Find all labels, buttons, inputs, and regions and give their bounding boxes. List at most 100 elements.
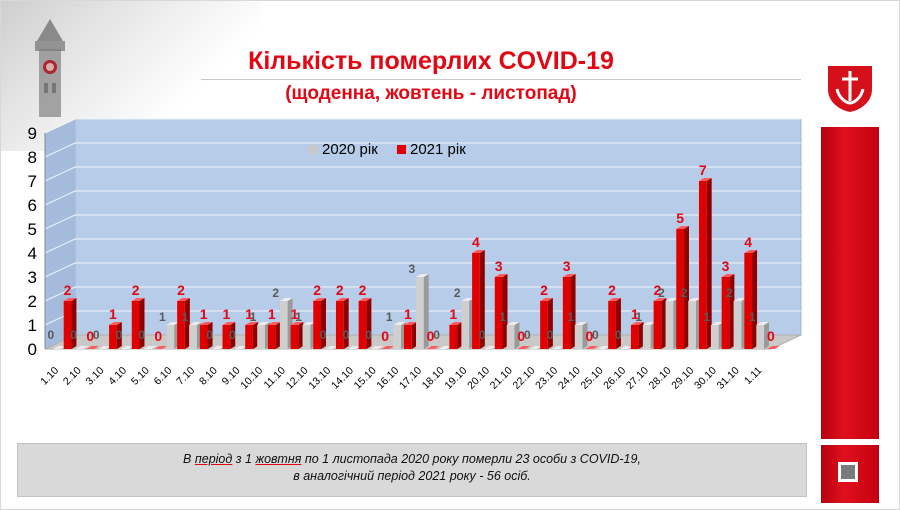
- gridline: [44, 262, 801, 278]
- series-2020-bar: [506, 325, 515, 349]
- series-2020-bar-top: [370, 346, 384, 349]
- series-2020-bar-top: [279, 298, 293, 301]
- series-2021-bar-top: [63, 298, 77, 301]
- y-tick-label: 3: [28, 268, 37, 287]
- x-tick-label: 11.10: [261, 365, 288, 392]
- x-tick-label: 17.10: [397, 365, 424, 392]
- series-2020-bar: [416, 277, 424, 349]
- data-label-2021: 1: [245, 306, 253, 322]
- series-2021-bar-side: [661, 298, 667, 349]
- series-2020-bar: [574, 325, 583, 349]
- series-2020-bar: [688, 301, 696, 349]
- series-2020-bar-top: [710, 322, 724, 325]
- series-2020-bar-top: [484, 346, 497, 349]
- series-2021-bar-top: [426, 346, 440, 349]
- series-2021-bar-top: [131, 298, 145, 301]
- x-tick-label: 27.10: [624, 365, 651, 392]
- series-2021-bar-side: [457, 322, 463, 349]
- summary-line-1: В період з 1 жовтня по 1 листопада 2020 …: [18, 452, 806, 466]
- series-2021-bar-side: [298, 322, 304, 349]
- series-2021-bar-top: [653, 298, 667, 301]
- series-2021-bar: [313, 301, 321, 349]
- legend-swatch-2020: [309, 145, 318, 154]
- series-2020-bar: [642, 325, 651, 349]
- series-2021-bar-top: [744, 250, 758, 253]
- series-2020-bar: [733, 301, 742, 349]
- y-tick-label: 2: [28, 292, 37, 311]
- data-label-2020: 0: [138, 328, 145, 342]
- data-label-2021: 2: [177, 282, 185, 298]
- series-2021-bar: [335, 301, 344, 349]
- series-2021-bar-side: [502, 274, 508, 349]
- series-2020-bar-top: [574, 322, 588, 325]
- series-2021-bar: [63, 301, 72, 349]
- data-label-2020: 1: [499, 310, 506, 324]
- data-label-2020: 1: [182, 310, 189, 324]
- data-label-2020: 1: [250, 310, 257, 324]
- series-2020-bar: [710, 325, 719, 349]
- series-2021-bar-top: [199, 322, 213, 325]
- stop-icon[interactable]: [838, 462, 858, 482]
- deaths-chart: 0 1 2 3 4 5 6 7 8 9 0 2 1.10 0 0 2.10 0 1 3.10 0 2 4.10 0 0 5.10…: [1, 109, 821, 401]
- slide-subtitle: (щоденна, жовтень - листопад): [285, 83, 577, 104]
- series-2021-bar-top: [267, 322, 281, 325]
- series-2021-bar-side: [411, 322, 417, 349]
- data-label-2021: 2: [132, 282, 140, 298]
- data-label-2020: 2: [658, 286, 665, 300]
- data-label-2020: 1: [295, 310, 302, 324]
- data-label-2021: 1: [404, 306, 412, 322]
- data-label-2020: 1: [567, 310, 574, 324]
- series-2021-bar-side: [116, 322, 122, 349]
- data-label-2020: 0: [116, 328, 123, 342]
- data-label-2020: 0: [615, 328, 622, 342]
- data-label-2021: 0: [585, 328, 593, 344]
- x-tick-label: 14.10: [329, 365, 356, 392]
- data-label-2020: 1: [159, 310, 166, 324]
- summary-line-2: в аналогічний період 2021 року - 56 осіб…: [293, 469, 531, 483]
- gridline: [44, 214, 801, 230]
- data-label-2020: 0: [524, 328, 531, 342]
- summary-text: жовтня: [255, 452, 302, 466]
- series-2020-bar-top: [98, 346, 112, 349]
- series-2021-bar: [540, 301, 548, 349]
- data-label-2020: 1: [703, 310, 710, 324]
- data-label-2021: 0: [517, 328, 525, 344]
- series-2021-bar: [177, 301, 185, 349]
- series-2020-bar-top: [529, 346, 543, 349]
- series-2020-bar-top: [552, 346, 565, 349]
- x-tick-label: 12.10: [284, 365, 311, 392]
- x-tick-label: 26.10: [601, 365, 628, 392]
- series-2021-bar-top: [517, 346, 531, 349]
- data-label-2020: 0: [365, 328, 372, 342]
- series-2021-bar-side: [479, 250, 485, 349]
- series-2021-bar: [109, 325, 117, 349]
- series-2020-bar-top: [620, 346, 633, 349]
- y-tick-label: 1: [28, 316, 37, 335]
- gridline: [44, 142, 801, 158]
- data-label-2021: 3: [722, 258, 730, 274]
- data-label-2021: 4: [744, 234, 752, 250]
- data-label-2020: 0: [93, 328, 100, 342]
- series-2021-bar-top: [608, 298, 621, 301]
- series-2021-bar-top: [540, 298, 553, 301]
- series-2021-bar-top: [86, 346, 100, 349]
- x-tick-label: 21.10: [488, 365, 515, 392]
- series-2020-bar-top: [75, 346, 89, 349]
- x-tick-label: 3.10: [84, 365, 107, 388]
- series-2020-bar-side: [582, 322, 588, 349]
- data-label-2020: 0: [342, 328, 349, 342]
- data-label-2021: 3: [563, 258, 571, 274]
- series-2021-bar: [245, 325, 253, 349]
- data-label-2020: 1: [386, 310, 393, 324]
- series-2021-bar-side: [706, 178, 712, 349]
- data-label-2021: 2: [359, 282, 367, 298]
- summary-text: з 1: [232, 452, 256, 466]
- series-2021-bar-side: [252, 322, 258, 349]
- series-2020-bar-top: [121, 346, 134, 349]
- x-tick-label: 25.10: [579, 365, 606, 392]
- gridline: [44, 286, 801, 302]
- plot-side-wall: [45, 119, 75, 349]
- series-2021-bar-side: [752, 250, 758, 349]
- series-2021-bar-side: [366, 298, 372, 349]
